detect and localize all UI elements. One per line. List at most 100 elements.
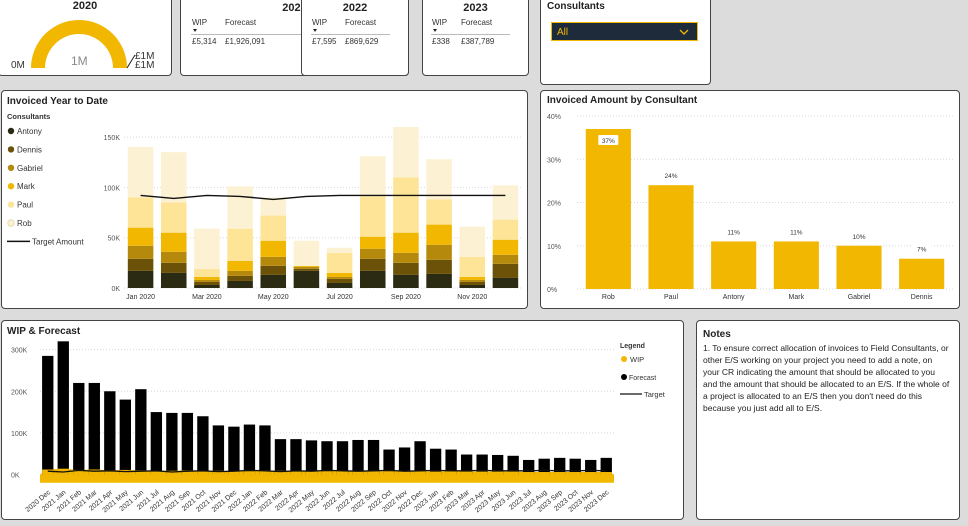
data-label-box (598, 134, 619, 145)
gauge-max-label-2: £1M (135, 60, 155, 71)
wip-bar (460, 471, 473, 475)
bar-segment-gabriel (293, 266, 320, 269)
kpi-card-2020: 2020 0M 1M £1M £1M (0, 0, 172, 76)
chevron-down-icon (679, 29, 689, 35)
wip-caret-icon (433, 29, 437, 32)
forecast-value: £869,629 (345, 37, 379, 46)
legend-marker-dennis (7, 146, 15, 153)
bar-segment-paul (326, 252, 353, 273)
wip-bar (476, 471, 488, 475)
x-tick-label: Jul 2020 (326, 294, 353, 301)
y-tick-label: 100K (104, 185, 121, 192)
bar-segment-gabriel (459, 279, 486, 282)
wip-bar (398, 471, 411, 475)
forecast-bar (181, 412, 194, 475)
x-tick-label: May 2020 (258, 294, 289, 301)
legend-label: WIP (630, 355, 644, 364)
wip-bar (585, 472, 597, 475)
forecast-bar (554, 457, 566, 475)
bar-segment-paul (127, 197, 154, 228)
bar-segment-dennis (227, 275, 253, 281)
wip-bar (538, 472, 550, 475)
wip-bar (135, 470, 147, 475)
data-label-box (849, 231, 869, 242)
forecast-bar (414, 441, 426, 475)
forecast-bar (135, 389, 147, 475)
wip-bar (321, 471, 333, 475)
kpi-card-2023: 2023 WIP Forecast £338 £387,789 (422, 0, 529, 76)
bar-segment-gabriel (359, 248, 386, 259)
bar-segment-dennis (426, 259, 452, 274)
bar-segment-mark (127, 227, 154, 246)
y-tick-label: 200K (11, 389, 28, 396)
forecast-value: £387,789 (461, 37, 495, 46)
forecast-bar (197, 416, 209, 475)
wip-bar (212, 470, 225, 475)
y-tick-label: 0% (547, 287, 557, 294)
bar-segment-gabriel (393, 252, 419, 263)
wip-bar (228, 471, 240, 475)
x-tick-label: Dennis (911, 294, 933, 301)
chart-title: Invoiced Amount by Consultant (547, 95, 698, 106)
gauge-min-label: 0M (11, 60, 25, 71)
forecast-bar (212, 425, 225, 475)
bar-segment-paul (260, 215, 287, 241)
bar-segment-mark (326, 272, 353, 277)
data-label: 7% (917, 247, 927, 254)
wip-bar (445, 471, 457, 475)
bar-segment-mark (227, 260, 253, 271)
bar-segment-paul (459, 256, 486, 277)
legend-marker-forecast (621, 374, 627, 380)
bar-segment-rob (127, 147, 154, 198)
wip-bar (197, 471, 209, 475)
bar-segment-paul (492, 219, 519, 240)
bar-segment-dennis (326, 278, 353, 283)
bar-segment-rob (492, 185, 519, 220)
data-label: 37% (602, 138, 615, 145)
bar (836, 245, 882, 289)
wip-bar (429, 471, 442, 475)
bar-segment-mark (459, 276, 486, 280)
wip-value: £7,595 (312, 37, 337, 46)
legend-label: Target (644, 390, 666, 399)
bar (711, 241, 757, 289)
bar-segment-mark (393, 232, 419, 253)
forecast-bar (119, 399, 131, 475)
wip-bar (243, 471, 256, 475)
bar-segment-rob (160, 152, 187, 203)
y-tick-label: 40% (547, 114, 561, 121)
bar-segment-rob (227, 186, 253, 229)
kpi-divider (191, 34, 308, 35)
x-tick-label: Nov 2020 (457, 294, 487, 301)
legend-marker-rob (7, 219, 15, 227)
forecast-bar (243, 424, 256, 475)
bar-segment-dennis (194, 281, 220, 285)
forecast-bar (88, 382, 100, 475)
y-tick-label: 100K (11, 431, 28, 438)
y-tick-label: 0K (11, 473, 20, 480)
wip-label: WIP (432, 18, 448, 27)
bar-segment-mark (293, 265, 320, 267)
bar-segment-gabriel (127, 245, 154, 259)
bar-segment-dennis (160, 262, 187, 273)
kpi-year: 2021 (282, 2, 307, 14)
legend-title: Legend (620, 343, 645, 350)
legend-marker-paul (7, 201, 15, 208)
forecast-bar (290, 439, 302, 475)
bar-segment-mark (194, 276, 220, 280)
invoiced-ytd-chart: Consultants Antony Dennis Gabriel Mark Paul Ro… (7, 112, 522, 301)
bar-segment-paul (393, 177, 419, 233)
bar-segment-dennis (459, 281, 486, 285)
wip-bar (383, 471, 395, 475)
bar-segment-antony (459, 284, 486, 288)
bar-segment-dennis (260, 265, 287, 275)
consultants-dropdown[interactable]: All (551, 22, 698, 41)
legend-marker-wip (621, 356, 627, 362)
bar (585, 128, 631, 289)
bar (899, 258, 945, 289)
y-tick-label: 10% (547, 244, 561, 251)
bar-segment-gabriel (260, 256, 287, 266)
legend-label: Gabriel (17, 164, 43, 173)
wip-bar (523, 472, 535, 475)
